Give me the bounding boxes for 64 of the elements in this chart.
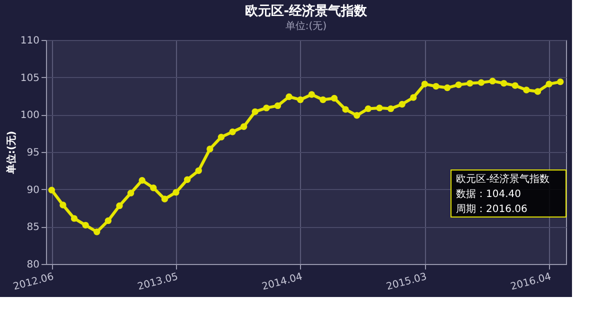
point (184, 176, 191, 183)
point (218, 134, 225, 140)
point (70, 215, 78, 222)
point (330, 94, 338, 102)
x-tick-label: 2012.06 (12, 272, 55, 293)
y-axis-title: 单位:(无) (5, 130, 18, 176)
point (229, 128, 236, 136)
point (342, 106, 349, 113)
point (161, 196, 168, 202)
point (104, 217, 112, 224)
point (150, 184, 157, 192)
point (466, 80, 474, 87)
point (127, 190, 134, 196)
point (455, 81, 462, 88)
point (195, 167, 202, 174)
y-tick-label: 100 (20, 110, 40, 122)
chart-subtitle: 单位:(无) (285, 20, 327, 32)
point (296, 96, 304, 104)
x-tick-label: 2013.05 (136, 272, 180, 293)
point (523, 86, 530, 94)
point (48, 186, 56, 194)
point (387, 105, 394, 112)
x-tick-label: 2015.03 (385, 272, 428, 293)
point (398, 100, 406, 108)
point (240, 123, 248, 130)
annotation: 周期：2016.06 (456, 203, 528, 215)
point (172, 188, 180, 196)
point (556, 78, 564, 86)
y-tick-label: 95 (26, 148, 40, 158)
point (263, 104, 270, 112)
point (94, 228, 100, 236)
point (308, 91, 316, 98)
point (274, 102, 282, 110)
point (364, 105, 372, 112)
chart-title: 欧元区-经济景气指数 (244, 3, 368, 19)
point (252, 108, 258, 116)
point (432, 82, 440, 90)
point (410, 94, 417, 101)
y-tick-label: 110 (20, 36, 40, 46)
y-tick-label: 80 (26, 260, 40, 270)
point (512, 82, 518, 89)
annotation: 欧元区-经济景气指数 (456, 173, 550, 185)
y-tick-label: 105 (20, 72, 40, 84)
point (534, 88, 542, 95)
x-tick-label: 2014.04 (260, 272, 304, 293)
point (286, 93, 292, 100)
point (500, 80, 508, 87)
point (489, 78, 496, 84)
point (116, 202, 123, 210)
point (206, 146, 214, 152)
point (376, 104, 383, 112)
point (354, 112, 360, 119)
point (546, 80, 552, 88)
annotation: 数据：104.40 (456, 188, 521, 200)
x-tick-label: 2016.04 (510, 272, 552, 293)
point (421, 80, 428, 88)
y-tick-label: 85 (26, 222, 40, 234)
point (320, 96, 326, 104)
point (138, 177, 146, 184)
point (82, 222, 89, 229)
point (478, 79, 485, 86)
point (60, 202, 66, 208)
y-tick-label: 90 (26, 184, 40, 196)
point (444, 84, 451, 92)
